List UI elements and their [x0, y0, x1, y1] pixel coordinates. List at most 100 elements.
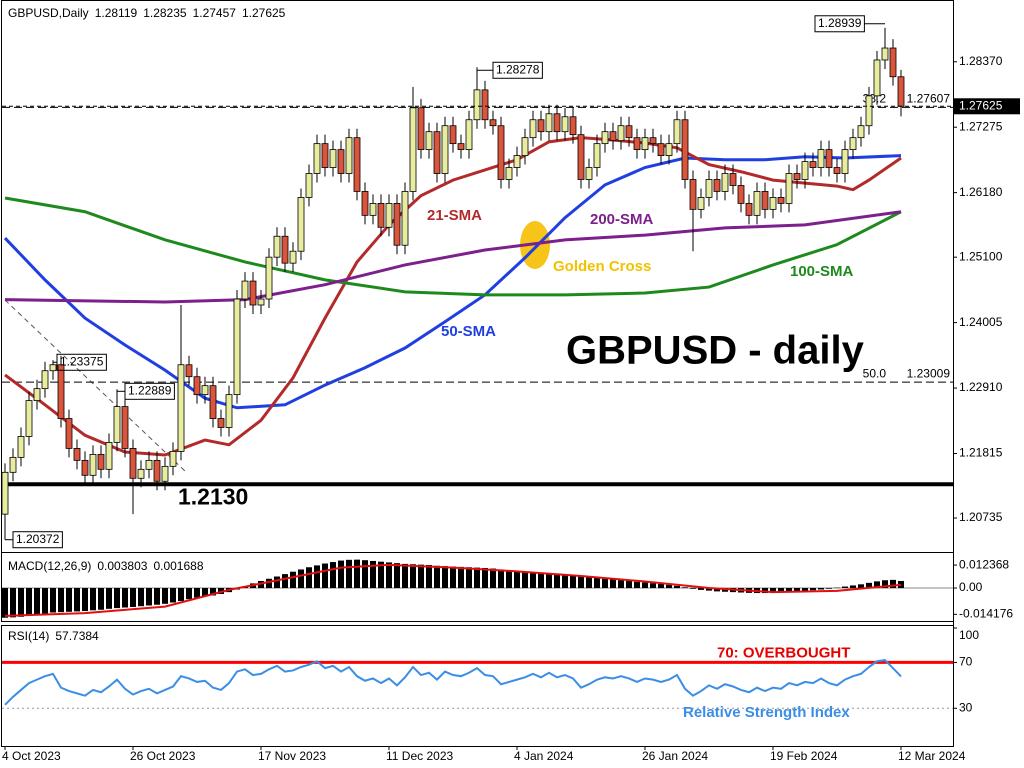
x-tick-label: 19 Feb 2024 — [770, 749, 838, 763]
y-tick-label: 1.27275 — [959, 119, 1003, 133]
macd-bar — [898, 580, 904, 589]
y-tick-label: 0.012368 — [959, 557, 1009, 571]
candle-body — [609, 131, 617, 142]
candle-body — [361, 191, 369, 216]
macd-bar — [882, 580, 888, 589]
header-value: 1.28119 — [95, 6, 138, 20]
y-tick-label: 1.20735 — [959, 510, 1003, 524]
candle-body — [849, 137, 857, 151]
macd-bar — [58, 588, 64, 613]
macd-bar — [810, 588, 816, 591]
macd-bar — [618, 580, 624, 589]
macd-bar — [650, 583, 656, 589]
macd-bar — [330, 562, 336, 589]
fib-price: 1.23009 — [907, 366, 951, 380]
candle-body — [161, 465, 169, 482]
macd-bar — [890, 579, 896, 589]
candle-body — [585, 167, 593, 180]
macd-bar — [602, 578, 608, 589]
candle-body — [873, 59, 881, 97]
candle-body — [513, 155, 521, 168]
candle-body — [633, 137, 641, 151]
candle-body — [65, 418, 73, 449]
macd-bar — [154, 588, 160, 605]
candle-body — [889, 47, 897, 78]
ma-label: 100-SMA — [790, 263, 854, 280]
x-tick-label: 26 Oct 2023 — [130, 749, 196, 763]
candle-body — [825, 149, 833, 168]
pane-header: MACD(12,26,9) 0.003803 0.001688 — [8, 559, 204, 573]
candle-body — [689, 179, 697, 210]
macd-bar — [530, 572, 536, 589]
candle-body — [817, 149, 825, 168]
macd-bar — [266, 578, 272, 589]
candle-body — [577, 134, 585, 180]
candle-body — [193, 376, 201, 396]
candle-body — [145, 459, 153, 470]
moving-average — [3, 154, 902, 410]
macd-bar — [362, 560, 368, 589]
extreme-label: 1.23375 — [60, 354, 104, 368]
y-tick-label: 0.00 — [959, 580, 983, 594]
extreme-label: 1.22889 — [128, 383, 172, 397]
macd-bar — [482, 567, 488, 589]
y-tick-label: 30 — [959, 700, 973, 714]
candle-body — [281, 235, 289, 264]
candle-body — [641, 137, 649, 151]
moving-average — [4, 196, 902, 297]
candle-body — [449, 125, 457, 145]
candle-body — [681, 119, 689, 180]
candle-body — [129, 448, 137, 479]
candle-body — [857, 125, 865, 139]
candle-body — [865, 95, 873, 127]
x-tick-label: 4 Oct 2023 — [2, 749, 61, 763]
header-value: 1.27457 — [193, 6, 237, 20]
candle-body — [417, 107, 425, 151]
candle-body — [185, 364, 193, 378]
moving-average — [4, 210, 902, 304]
candle-body — [385, 202, 393, 228]
y-tick-label: 1.28370 — [959, 54, 1003, 68]
candle-body — [33, 388, 41, 402]
macd-bar — [850, 585, 856, 589]
candle-body — [337, 149, 345, 174]
moving-average — [4, 136, 902, 457]
pane-header: RSI(14) 57.7384 — [8, 629, 99, 643]
candle-body — [369, 202, 377, 216]
macd-bar — [66, 588, 72, 612]
candle-body — [137, 468, 145, 479]
macd-bar — [122, 588, 128, 608]
y-tick-label: 1.24005 — [959, 315, 1003, 329]
macd-bar — [298, 569, 304, 589]
header-value: 1.28235 — [143, 6, 187, 20]
macd-bar — [506, 570, 512, 589]
macd-bar — [194, 588, 200, 598]
candle-body — [217, 418, 225, 428]
y-tick-label: 1.26180 — [959, 185, 1003, 199]
candle-body — [841, 149, 849, 174]
macd-bar — [2, 588, 8, 618]
candle-body — [321, 143, 329, 168]
candle-body — [881, 47, 889, 61]
macd-bar — [866, 582, 872, 589]
candle-body — [81, 459, 89, 476]
candle-body — [169, 450, 177, 467]
candle-body — [41, 370, 49, 390]
candle-body — [201, 385, 209, 396]
price-box-label: 1.27625 — [959, 98, 1003, 112]
macd-bar — [50, 588, 56, 613]
candle-body — [249, 280, 257, 306]
macd-bar — [26, 588, 32, 616]
candle-body — [529, 119, 537, 139]
y-tick-label: 1.21815 — [959, 446, 1003, 460]
extreme-label: 1.28939 — [818, 16, 862, 30]
extreme-label: 1.20372 — [16, 532, 60, 546]
candle-body — [785, 173, 793, 204]
macd-bar — [698, 588, 704, 590]
candle-body — [809, 161, 817, 168]
candle-body — [665, 143, 673, 156]
y-tick-label: 70 — [959, 655, 973, 669]
pane-header: GBPUSD,Daily 1.28119 1.28235 1.27457 1.27625 — [8, 6, 286, 20]
x-tick-label: 17 Nov 2023 — [258, 749, 326, 763]
